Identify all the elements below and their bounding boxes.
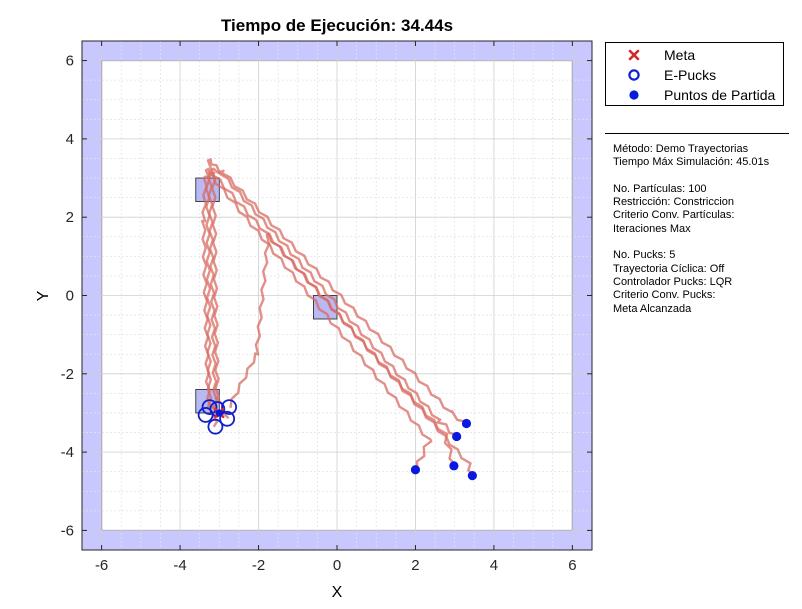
info-line: Meta Alcanzada (613, 302, 692, 315)
epuck-marker (219, 410, 236, 427)
info-line: Criterio Conv. Partículas: (613, 209, 735, 222)
legend-label: Meta (664, 47, 696, 63)
info-line: No. Pucks: 5 (613, 249, 676, 262)
epuck-marker (221, 399, 238, 415)
start-point-marker (467, 471, 477, 481)
x-axis-label: X (332, 584, 343, 601)
start-point-marker (461, 418, 472, 429)
info-line: Controlador Pucks: LQR (613, 275, 733, 288)
ring-marker-icon (628, 69, 640, 81)
legend-label: Puntos de Partida (664, 87, 776, 103)
epuck-marker (201, 399, 218, 415)
dot-marker-icon (629, 90, 639, 100)
y-tick-label: 0 (66, 288, 74, 305)
x-marker-icon (628, 49, 640, 61)
y-tick-label: -6 (61, 522, 74, 539)
legend-label: E-Pucks (664, 67, 717, 83)
info-line: Criterio Conv. Pucks: (613, 289, 716, 302)
x-tick-label: 0 (333, 557, 341, 574)
y-tick-label: 6 (66, 53, 74, 70)
legend-item-meta: Meta (606, 45, 783, 65)
y-tick-label: -2 (61, 366, 74, 383)
chart-title: Tiempo de Ejecución: 34.44s (221, 16, 453, 35)
x-tick-label: 6 (568, 557, 576, 574)
info-line: Método: Demo Trayectorias (613, 143, 749, 155)
info-spacer (605, 236, 789, 249)
info-line: Iteraciones Max (613, 222, 691, 235)
legend-item-epucks: E-Pucks (606, 65, 783, 85)
info-line: Tiempo Máx Simulación: 45.01s (613, 156, 770, 169)
start-point-marker (449, 461, 459, 471)
info-divider (605, 133, 789, 134)
start-point-marker (410, 465, 421, 475)
meta-center-dot (215, 409, 223, 417)
trajectory-line (229, 232, 476, 476)
epuck-marker (207, 418, 224, 435)
trajectory-line (206, 158, 459, 436)
info-line: Trayectoria Cíclica: Off (613, 262, 725, 275)
y-tick-label: 4 (66, 131, 74, 148)
x-tick-label: -6 (95, 557, 108, 574)
info-line: Restricción: Constriccion (613, 196, 735, 209)
info-line: No. Partículas: 100 (613, 182, 707, 195)
trajectory-line (200, 173, 433, 471)
legend: Meta E-Pucks Puntos de Partida (605, 42, 784, 106)
x-tick-label: 4 (490, 557, 498, 574)
trajectory-line (210, 167, 468, 423)
y-axis-label: Y (35, 290, 52, 301)
legend-item-puntos-de-partida: Puntos de Partida (606, 85, 783, 105)
x-tick-label: 2 (411, 557, 419, 574)
x-tick-label: -4 (173, 557, 186, 574)
info-panel: Método: Demo Trayectorias Tiempo Máx Simu… (605, 133, 789, 316)
info-spacer (605, 170, 789, 183)
x-tick-label: -2 (252, 557, 265, 574)
y-tick-label: -4 (61, 444, 74, 461)
start-point-marker (452, 431, 462, 442)
y-tick-label: 2 (66, 209, 74, 226)
